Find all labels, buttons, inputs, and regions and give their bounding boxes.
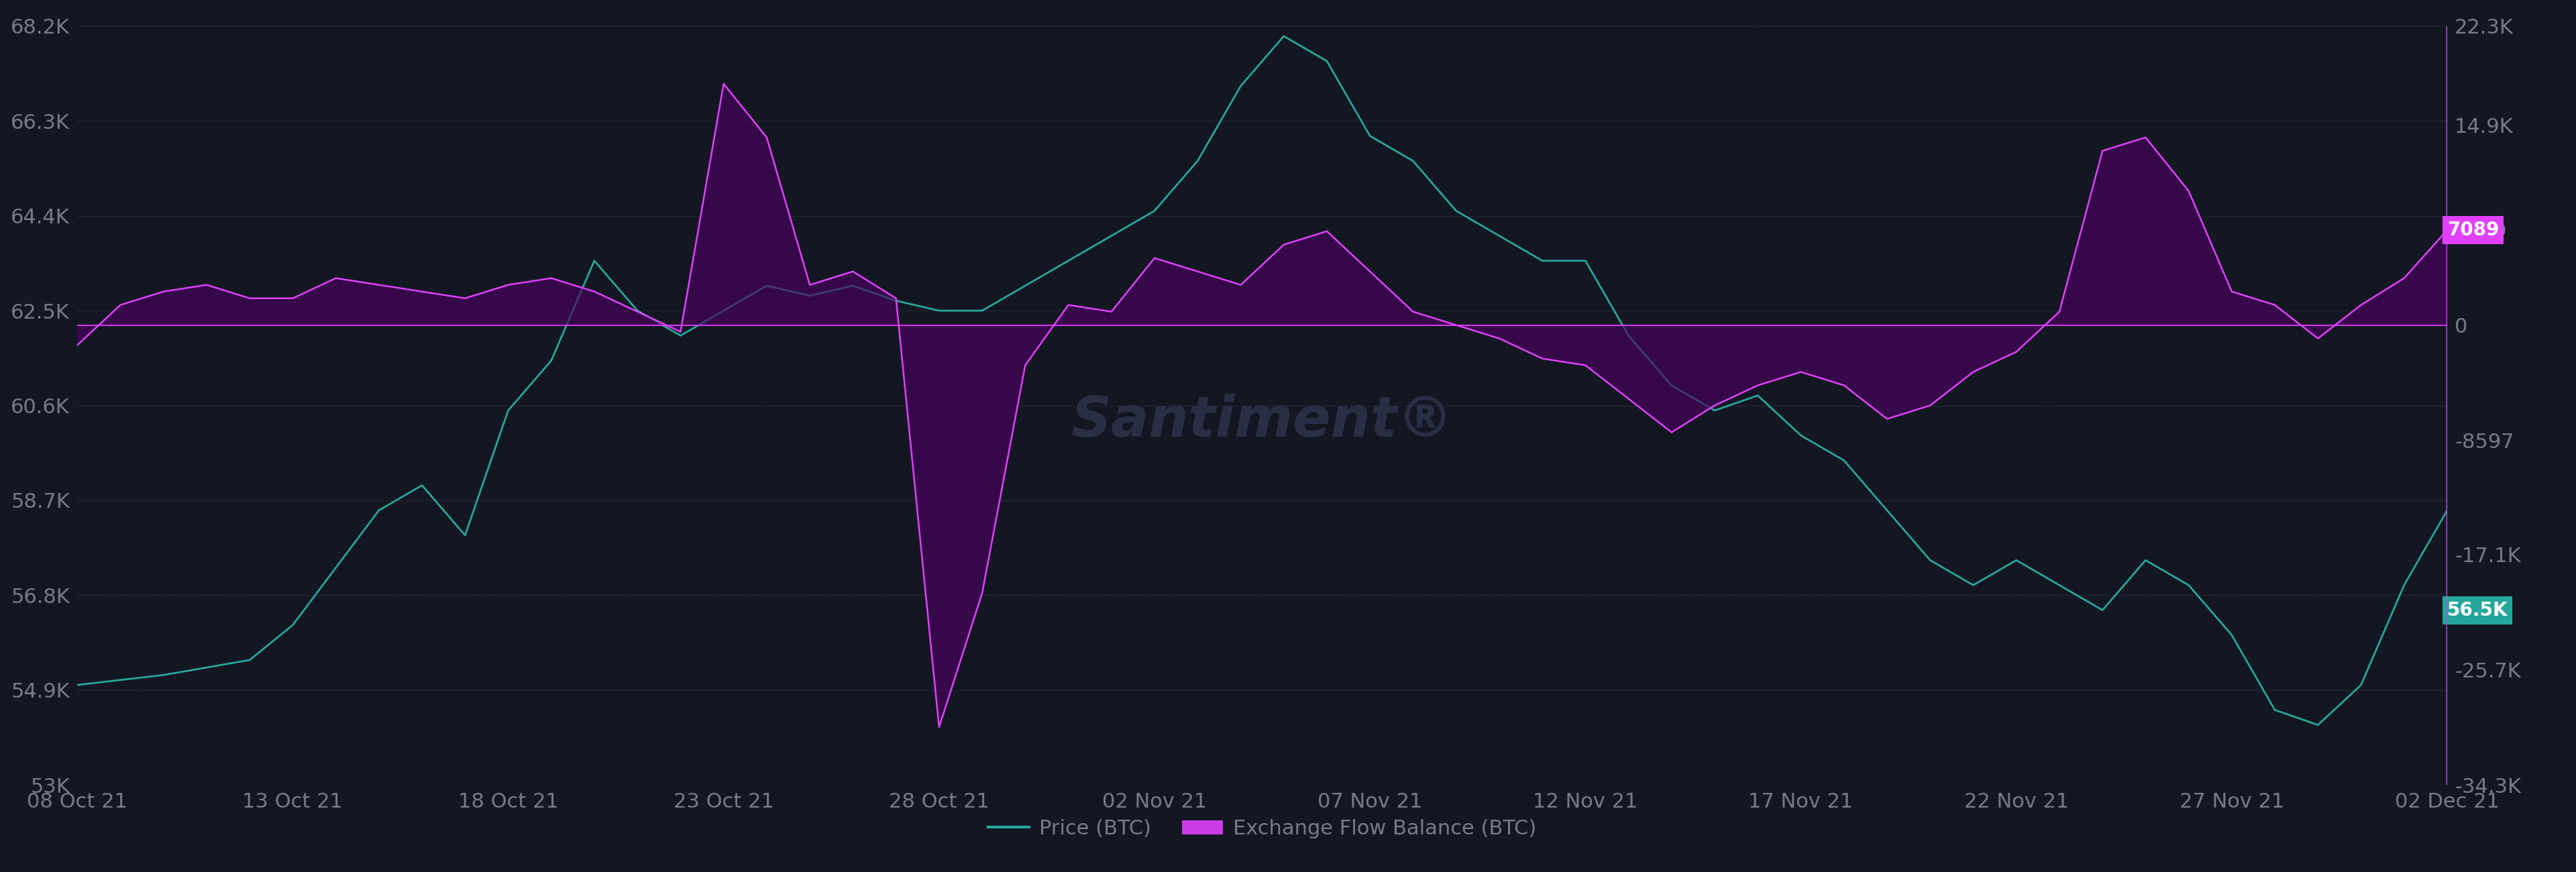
Text: 56.5K: 56.5K bbox=[2447, 601, 2509, 619]
Text: Santiment®: Santiment® bbox=[1072, 393, 1453, 448]
Text: 7089: 7089 bbox=[2447, 221, 2499, 240]
Legend: Price (BTC), Exchange Flow Balance (BTC): Price (BTC), Exchange Flow Balance (BTC) bbox=[979, 811, 1546, 847]
